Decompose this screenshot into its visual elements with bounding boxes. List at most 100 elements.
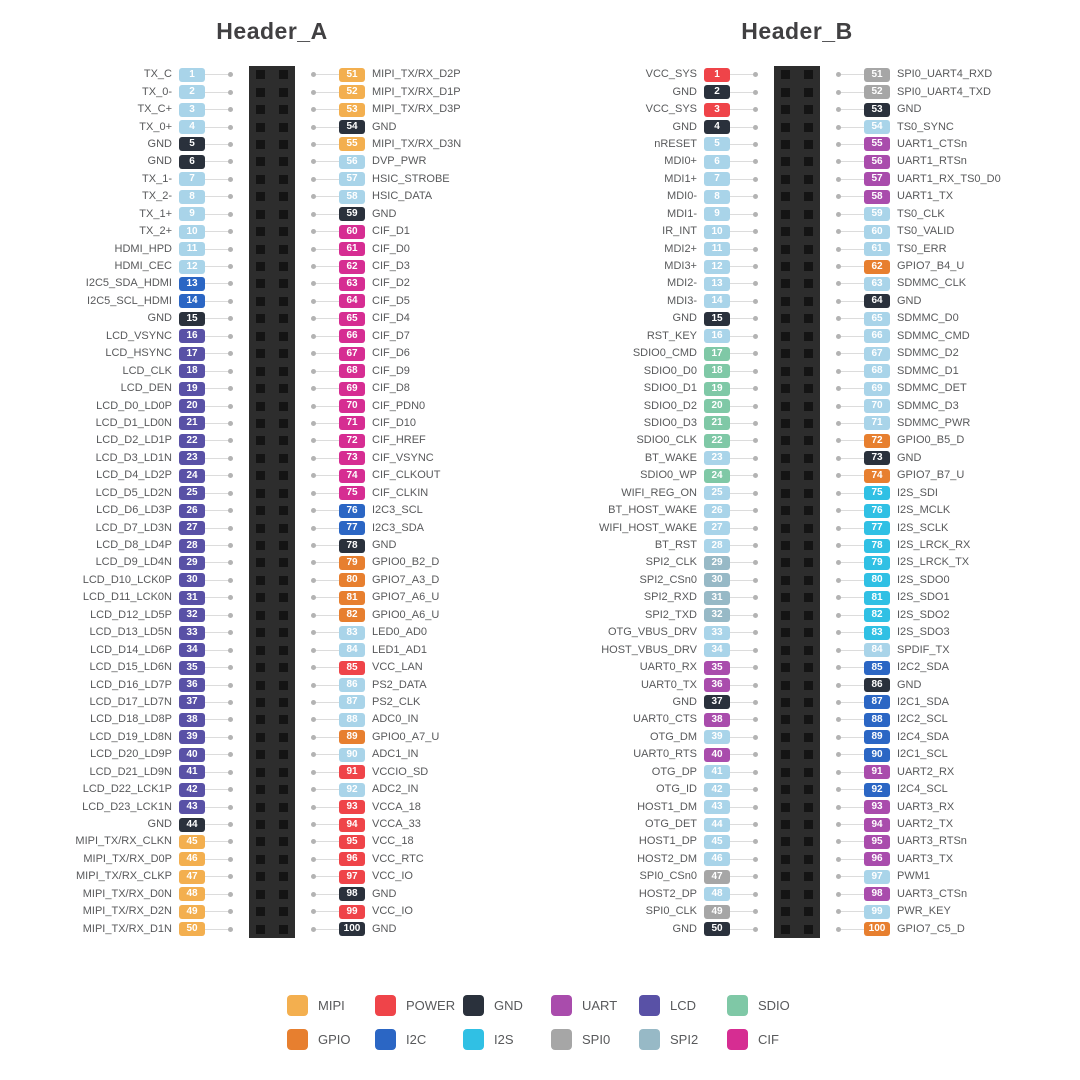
pin-row: LCD_D3_LD1N 23 73 CIF_VSYNC <box>24 449 520 468</box>
via-dot <box>228 455 233 461</box>
gpio-color-swatch <box>287 1029 308 1050</box>
wire-trace <box>836 543 864 549</box>
pin-label: OTG_DET <box>645 818 697 831</box>
wire-trace <box>205 194 233 200</box>
connector-segment <box>774 83 820 101</box>
wire-trace <box>205 281 233 287</box>
wire-line <box>205 196 228 198</box>
pin-label: GND <box>897 103 922 116</box>
wire-trace <box>205 699 233 705</box>
wire-trace <box>836 211 864 217</box>
pin-number-badge: 65 <box>864 311 890 326</box>
pin-hole-icon <box>781 296 790 306</box>
via-dot <box>836 717 841 723</box>
pin-row: SDIO0_D3 21 71 SDMMC_PWR <box>549 414 1045 433</box>
via-dot <box>753 473 758 479</box>
pin-hole-icon <box>256 279 265 289</box>
wire-trace <box>836 264 864 270</box>
pin-label: I2C5_SCL_HDMI <box>87 294 172 307</box>
via-dot <box>753 822 758 828</box>
pin-hole-icon <box>804 331 813 341</box>
pin-number-badge: 93 <box>864 800 890 815</box>
via-dot <box>311 490 316 496</box>
wire-trace <box>730 194 758 200</box>
pin-hole-icon <box>804 174 813 184</box>
pin-hole-icon <box>256 715 265 725</box>
wire-trace <box>836 577 864 583</box>
wire-line <box>730 789 753 791</box>
pin-number-badge: 54 <box>864 120 890 135</box>
wire-trace <box>730 665 758 671</box>
via-dot <box>311 874 316 880</box>
via-dot <box>228 194 233 200</box>
pin-label: LCD_D10_LCK0P <box>82 573 172 586</box>
wire-trace <box>311 229 339 235</box>
pin-number-badge: 15 <box>179 311 205 326</box>
legend-item: GPIO <box>287 1029 375 1050</box>
wire-trace <box>730 107 758 113</box>
pin-row: UART0_RTS 40 90 I2C1_SCL <box>549 746 1045 764</box>
wire-trace <box>205 577 233 583</box>
connector-segment <box>249 327 295 345</box>
wire-trace <box>311 525 339 531</box>
header-b-title: Header_B <box>741 18 853 44</box>
via-dot <box>311 264 316 270</box>
legend-label: SPI2 <box>670 1032 699 1047</box>
via-dot <box>753 699 758 705</box>
pin-hole-icon <box>256 471 265 481</box>
wire-line <box>841 143 864 145</box>
pin-label: SPI2_RXD <box>643 591 697 604</box>
pin-number-badge: 95 <box>339 834 365 849</box>
pin-label: HSIC_STROBE <box>372 172 450 185</box>
pin-number-badge: 71 <box>864 416 890 431</box>
pin-number-badge: 70 <box>864 399 890 414</box>
pin-hole-icon <box>781 785 790 795</box>
pin-number-badge: 87 <box>339 695 365 710</box>
wire-line <box>730 719 753 721</box>
pin-hole-icon <box>279 279 288 289</box>
wire-line <box>841 876 864 878</box>
pin-number-badge: 69 <box>339 381 365 396</box>
wire-trace <box>730 717 758 723</box>
cif-color-swatch <box>727 1029 748 1050</box>
wire-trace <box>205 874 233 880</box>
connector-segment <box>774 641 820 659</box>
pin-number-badge: 11 <box>704 242 730 257</box>
pin-label: PWM1 <box>897 870 930 883</box>
pin-row: TX_2+ 10 60 CIF_D1 <box>24 222 520 241</box>
pin-label: CIF_D9 <box>372 364 410 377</box>
wire-trace <box>836 508 864 514</box>
connector-segment <box>249 275 295 293</box>
wire-trace <box>205 804 233 810</box>
pin-number-badge: 14 <box>179 294 205 309</box>
wire-trace <box>836 159 864 165</box>
pin-hole-icon <box>256 802 265 812</box>
pin-label: BT_WAKE <box>644 451 697 464</box>
wire-trace <box>836 107 864 113</box>
pin-number-badge: 72 <box>339 433 365 448</box>
wire-trace <box>205 89 233 95</box>
wire-trace <box>836 560 864 566</box>
header-a-block: Header_A TX_C 1 51 MIPI_TX/RX_D2P TX_0- 2 52 MI… <box>24 18 520 938</box>
wire-trace <box>311 856 339 862</box>
pin-hole-icon <box>804 157 813 167</box>
via-dot <box>753 560 758 566</box>
pin-number-badge: 92 <box>339 782 365 797</box>
pin-number-badge: 19 <box>179 381 205 396</box>
pin-label: HOST2_DM <box>637 852 697 865</box>
via-dot <box>836 386 841 392</box>
wire-trace <box>205 159 233 165</box>
pin-number-badge: 52 <box>339 85 365 100</box>
pin-label: LCD_D3_LD1N <box>95 451 172 464</box>
via-dot <box>753 194 758 200</box>
pin-number-badge: 40 <box>179 747 205 762</box>
pin-hole-icon <box>781 401 790 411</box>
pin-hole-icon <box>256 889 265 899</box>
pin-number-badge: 6 <box>704 154 730 169</box>
pin-hole-icon <box>804 70 813 80</box>
wire-line <box>316 161 339 163</box>
wire-line <box>841 806 864 808</box>
via-dot <box>311 630 316 636</box>
pin-number-badge: 31 <box>179 590 205 605</box>
wire-trace <box>836 368 864 374</box>
